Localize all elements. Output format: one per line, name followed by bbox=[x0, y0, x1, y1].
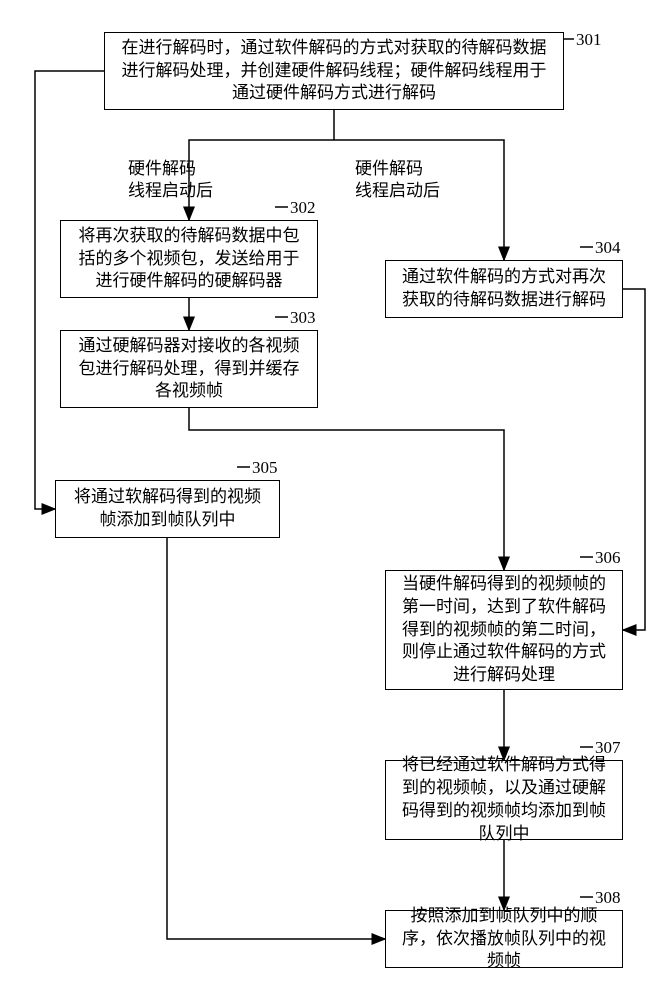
step-label-307: 307 bbox=[595, 738, 621, 758]
node-303: 通过硬解码器对接收的各视频包进行解码处理，得到并缓存各视频帧 bbox=[60, 330, 318, 408]
node-302-label: 将再次获取的待解码数据中包括的多个视频包，发送给用于进行硬件解码的硬解码器 bbox=[71, 225, 307, 294]
node-303-label: 通过硬解码器对接收的各视频包进行解码处理，得到并缓存各视频帧 bbox=[71, 335, 307, 404]
step-label-302: 302 bbox=[290, 198, 316, 218]
edge-label-right-l2: 线程启动后 bbox=[355, 181, 440, 200]
step-label-303: 303 bbox=[290, 308, 316, 328]
node-308-label: 按照添加到帧队列中的顺序，依次播放帧队列中的视频帧 bbox=[396, 905, 612, 974]
step-label-306: 306 bbox=[595, 548, 621, 568]
edge-label-right: 硬件解码 线程启动后 bbox=[355, 158, 440, 202]
node-307-label: 将已经通过软件解码方式得到的视频帧，以及通过硬解码得到的视频帧均添加到帧队列中 bbox=[396, 754, 612, 846]
edge-label-left: 硬件解码 线程启动后 bbox=[128, 158, 213, 202]
arrow-a305-308 bbox=[167, 538, 385, 939]
arrow-a304-306 bbox=[623, 289, 645, 630]
node-301: 在进行解码时，通过软件解码的方式对获取的待解码数据进行解码处理，并创建硬件解码线… bbox=[104, 32, 564, 110]
node-308: 按照添加到帧队列中的顺序，依次播放帧队列中的视频帧 bbox=[385, 910, 623, 968]
edge-label-left-l1: 硬件解码 bbox=[128, 159, 196, 178]
node-301-label: 在进行解码时，通过软件解码的方式对获取的待解码数据进行解码处理，并创建硬件解码线… bbox=[115, 37, 553, 106]
node-306-label: 当硬件解码得到的视频帧的第一时间，达到了软件解码得到的视频帧的第二时间，则停止通… bbox=[396, 573, 612, 688]
node-305-label: 将通过软解码得到的视频帧添加到帧队列中 bbox=[66, 486, 269, 532]
node-307: 将已经通过软件解码方式得到的视频帧，以及通过硬解码得到的视频帧均添加到帧队列中 bbox=[385, 760, 623, 840]
edge-label-left-l2: 线程启动后 bbox=[128, 181, 213, 200]
node-304: 通过软件解码的方式对再次获取的待解码数据进行解码 bbox=[385, 260, 623, 318]
step-label-308: 308 bbox=[595, 888, 621, 908]
node-305: 将通过软解码得到的视频帧添加到帧队列中 bbox=[55, 480, 280, 538]
node-304-label: 通过软件解码的方式对再次获取的待解码数据进行解码 bbox=[396, 266, 612, 312]
edge-label-right-l1: 硬件解码 bbox=[355, 159, 423, 178]
step-label-305: 305 bbox=[252, 458, 278, 478]
step-label-301: 301 bbox=[576, 30, 602, 50]
step-label-304: 304 bbox=[595, 238, 621, 258]
node-306: 当硬件解码得到的视频帧的第一时间，达到了软件解码得到的视频帧的第二时间，则停止通… bbox=[385, 570, 623, 690]
node-302: 将再次获取的待解码数据中包括的多个视频包，发送给用于进行硬件解码的硬解码器 bbox=[60, 220, 318, 298]
